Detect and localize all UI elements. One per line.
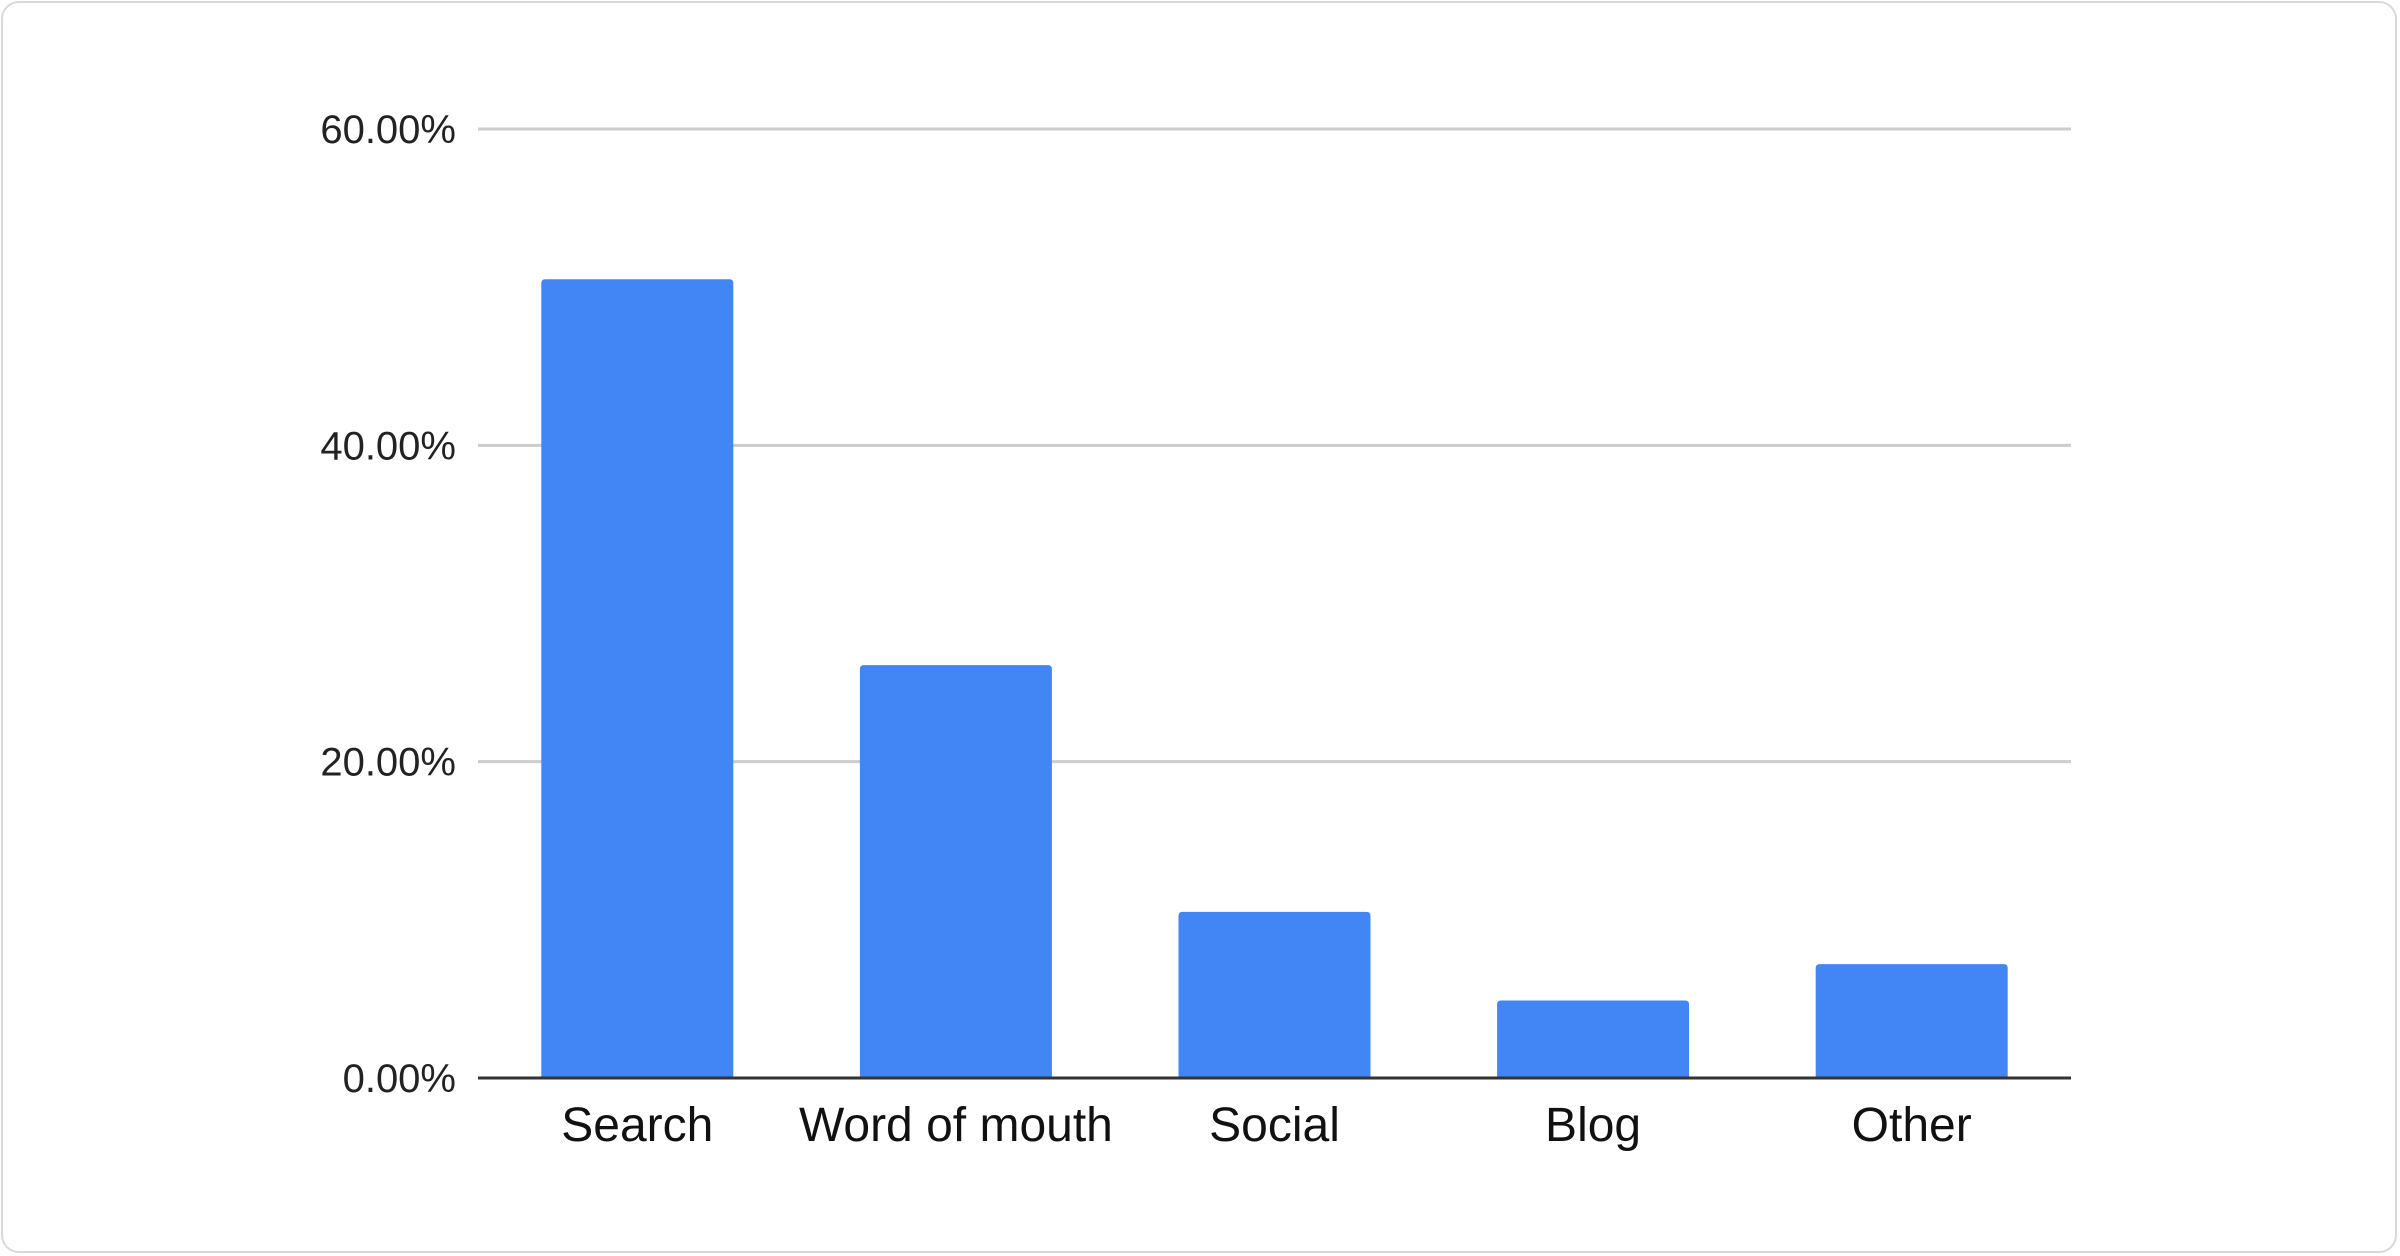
bar-search	[541, 279, 734, 1079]
x-category-label: Blog	[1545, 1099, 1641, 1152]
bar-other	[1815, 964, 2008, 1078]
bar-blog	[1497, 1000, 1690, 1078]
y-tick-label: 20.00%	[320, 741, 456, 785]
bar-social	[1178, 911, 1371, 1078]
x-category-label: Word of mouth	[799, 1099, 1113, 1152]
x-category-label: Search	[561, 1099, 713, 1152]
y-tick-label: 40.00%	[320, 424, 456, 468]
x-category-label: Social	[1209, 1099, 1340, 1152]
y-tick-label: 0.00%	[343, 1057, 456, 1101]
bar-word-of-mouth	[859, 665, 1052, 1078]
y-tick-label: 60.00%	[320, 108, 456, 152]
x-category-label: Other	[1852, 1099, 1972, 1152]
